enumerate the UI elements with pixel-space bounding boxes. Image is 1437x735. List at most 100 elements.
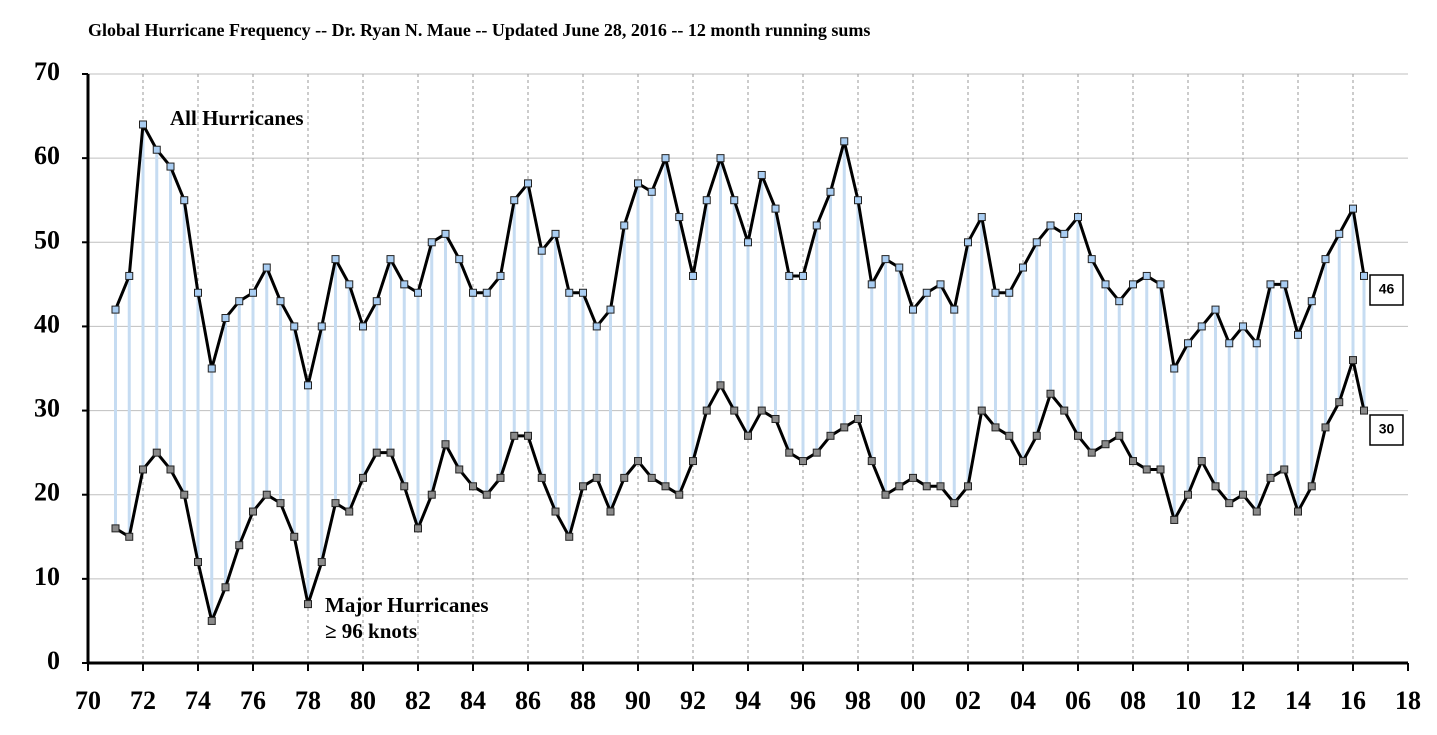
point-marker — [812, 448, 821, 457]
point-marker — [606, 305, 615, 314]
point-marker — [922, 288, 931, 297]
point-marker — [592, 473, 601, 482]
point-marker — [482, 490, 491, 499]
point-marker — [1321, 255, 1330, 264]
point-marker — [840, 423, 849, 432]
point-marker — [111, 524, 120, 533]
point-marker — [221, 583, 230, 592]
point-marker — [235, 297, 244, 306]
x-tick-label: 12 — [1230, 686, 1256, 715]
legend-label: All Hurricanes — [170, 106, 304, 130]
point-marker — [276, 297, 285, 306]
point-marker — [1197, 322, 1206, 331]
point-marker — [139, 120, 147, 129]
point-marker — [744, 431, 752, 440]
point-marker — [620, 473, 629, 482]
point-marker — [1360, 271, 1368, 280]
point-marker — [249, 507, 257, 516]
x-tick-label: 94 — [735, 686, 761, 715]
point-marker — [455, 255, 464, 264]
point-marker — [1019, 457, 1027, 466]
point-marker — [400, 280, 409, 289]
point-marker — [262, 263, 271, 272]
point-marker — [372, 448, 381, 457]
point-marker — [386, 448, 395, 457]
x-tick-label: 84 — [460, 686, 486, 715]
point-marker — [799, 457, 807, 466]
point-marker — [1294, 507, 1302, 516]
point-marker — [909, 473, 917, 482]
point-marker — [1046, 389, 1055, 398]
point-marker — [262, 490, 271, 499]
point-marker — [964, 482, 972, 491]
point-marker — [689, 271, 697, 280]
point-marker — [675, 490, 684, 499]
point-marker — [620, 221, 629, 230]
point-marker — [977, 213, 986, 222]
point-marker — [125, 271, 134, 280]
point-marker — [496, 271, 505, 280]
point-marker — [1129, 280, 1137, 289]
point-marker — [757, 170, 766, 179]
x-tick-label: 16 — [1340, 686, 1366, 715]
y-tick-label: 40 — [34, 309, 60, 338]
point-marker — [936, 280, 945, 289]
point-marker — [1197, 457, 1206, 466]
point-marker — [1156, 465, 1165, 474]
point-marker — [1101, 280, 1110, 289]
y-tick-label: 20 — [34, 478, 60, 507]
point-marker — [1349, 356, 1357, 365]
point-marker — [1129, 457, 1137, 466]
x-tick-label: 70 — [75, 686, 101, 715]
point-marker — [1239, 490, 1247, 499]
point-marker — [634, 457, 642, 466]
point-marker — [1252, 507, 1261, 516]
point-marker — [455, 465, 464, 474]
legend-label: ≥ 96 knots — [325, 619, 417, 643]
point-marker — [1280, 280, 1289, 289]
x-tick-label: 86 — [515, 686, 541, 715]
x-tick-label: 82 — [405, 686, 431, 715]
point-marker — [317, 558, 326, 567]
point-marker — [991, 423, 1000, 432]
point-marker — [689, 457, 697, 466]
point-marker — [826, 187, 835, 196]
x-tick-label: 10 — [1175, 686, 1201, 715]
point-marker — [372, 297, 381, 306]
point-marker — [634, 179, 642, 188]
x-tick-label: 02 — [955, 686, 981, 715]
point-marker — [1225, 339, 1234, 348]
x-tick-label: 98 — [845, 686, 871, 715]
point-marker — [125, 532, 134, 541]
point-marker — [895, 263, 904, 272]
x-tick-label: 96 — [790, 686, 816, 715]
y-tick-label: 0 — [47, 646, 60, 675]
x-tick-label: 72 — [130, 686, 156, 715]
legend-label: Major Hurricanes — [325, 593, 489, 617]
point-marker — [812, 221, 821, 230]
point-marker — [702, 196, 711, 205]
x-tick-label: 90 — [625, 686, 651, 715]
point-marker — [359, 473, 367, 482]
point-marker — [152, 145, 161, 154]
x-tick-label: 74 — [185, 686, 211, 715]
point-marker — [194, 288, 202, 297]
point-marker — [579, 288, 587, 297]
x-tick-label: 14 — [1285, 686, 1311, 715]
point-marker — [1060, 406, 1069, 415]
end-label-box — [1369, 274, 1404, 306]
point-marker — [1280, 465, 1289, 474]
point-marker — [1032, 431, 1041, 440]
point-marker — [1335, 229, 1344, 238]
end-label-box — [1369, 414, 1404, 446]
point-marker — [977, 406, 986, 415]
point-marker — [1005, 288, 1014, 297]
point-marker — [744, 238, 752, 247]
point-marker — [1294, 330, 1302, 339]
point-marker — [400, 482, 409, 491]
point-marker — [386, 255, 395, 264]
point-marker — [785, 448, 794, 457]
point-marker — [579, 482, 587, 491]
chart-title: Global Hurricane Frequency -- Dr. Ryan N… — [88, 20, 870, 40]
